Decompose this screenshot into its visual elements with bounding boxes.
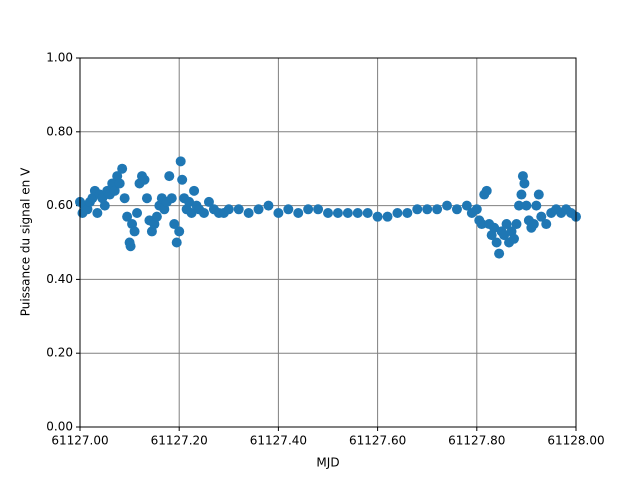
point (471, 204, 482, 215)
point (494, 248, 505, 259)
y-tick-label: 0.80 (46, 124, 73, 138)
point (122, 211, 133, 222)
point (139, 174, 150, 185)
point (223, 204, 234, 215)
point (125, 241, 136, 252)
x-tick-label: 61127.20 (151, 434, 208, 448)
point (253, 204, 264, 215)
point (511, 219, 522, 230)
point (175, 156, 186, 167)
point (476, 219, 487, 230)
point (203, 196, 214, 207)
point (432, 204, 443, 215)
point (151, 211, 162, 222)
point (519, 178, 530, 189)
x-tick-label: 61127.80 (448, 434, 505, 448)
point (342, 207, 353, 218)
point (533, 189, 544, 200)
y-tick-label: 0.60 (46, 198, 73, 212)
point (499, 230, 510, 241)
point (352, 207, 363, 218)
point (451, 204, 462, 215)
point (119, 193, 130, 204)
point (164, 171, 175, 182)
point (402, 207, 413, 218)
point (92, 207, 103, 218)
point (528, 219, 539, 230)
point (516, 189, 527, 200)
point (489, 222, 500, 233)
point (169, 219, 180, 230)
point (313, 204, 324, 215)
x-tick-label: 61127.40 (250, 434, 307, 448)
point (531, 200, 542, 211)
y-axis-label: Puissance du signal en V (19, 167, 33, 316)
point (392, 207, 403, 218)
point (117, 163, 128, 174)
y-tick-label: 0.00 (46, 420, 73, 434)
point (501, 219, 512, 230)
point (114, 178, 125, 189)
point (199, 207, 209, 218)
point (536, 211, 547, 222)
point (491, 237, 502, 248)
point (177, 174, 188, 185)
point (372, 211, 383, 222)
y-tick-label: 0.20 (46, 346, 73, 360)
point (233, 204, 244, 215)
point (461, 200, 472, 211)
point (293, 207, 304, 218)
point (129, 226, 140, 237)
point (186, 207, 197, 218)
point (99, 200, 110, 211)
point (513, 200, 524, 211)
x-tick-label: 61127.60 (349, 434, 406, 448)
point (509, 233, 519, 244)
point (541, 219, 552, 230)
point (174, 226, 185, 237)
point (283, 204, 294, 215)
point (189, 185, 200, 196)
y-tick-label: 0.40 (46, 272, 73, 286)
point (362, 207, 373, 218)
point (442, 200, 453, 211)
x-tick-label: 61128.00 (547, 434, 604, 448)
point (323, 207, 333, 218)
point (141, 193, 152, 204)
point (263, 200, 274, 211)
point (521, 200, 532, 211)
point (273, 207, 284, 218)
point (481, 185, 492, 196)
point (243, 207, 254, 218)
point (382, 211, 393, 222)
point (184, 196, 195, 207)
point (412, 204, 423, 215)
point (166, 193, 177, 204)
x-tick-label: 61127.00 (51, 434, 108, 448)
x-axis-label: MJD (316, 456, 339, 470)
point (332, 207, 343, 218)
point (422, 204, 433, 215)
point (171, 237, 182, 248)
y-tick-label: 1.00 (46, 51, 73, 65)
point (109, 185, 120, 196)
point (132, 207, 143, 218)
plot-frame (79, 57, 577, 428)
point (303, 204, 314, 215)
